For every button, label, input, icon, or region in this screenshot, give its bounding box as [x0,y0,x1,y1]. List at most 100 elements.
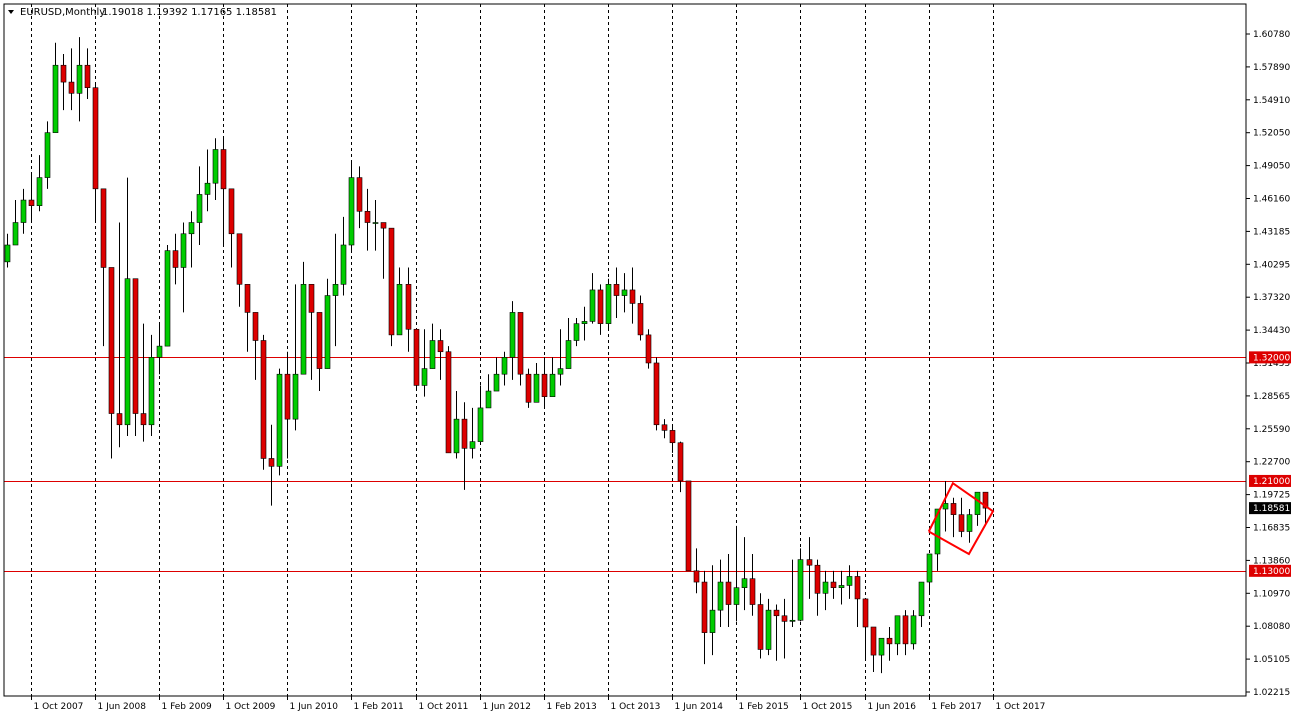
candle-body-29 [236,233,243,285]
level-label-0-bg [1249,351,1291,364]
candle-body-114 [918,581,925,617]
candle-body-86 [693,570,700,583]
candle-body-28 [228,188,235,235]
current-price-label: 1.18581 [1253,504,1290,514]
candle-body-68 [549,373,556,397]
candle-body-40 [324,295,331,369]
candle-body-11 [92,87,99,190]
candle-64 [517,312,524,386]
level-label-2: 1.13000 [1253,567,1290,577]
candle-109 [878,637,885,674]
price-tick-label-1: 1.57890 [1253,63,1290,73]
time-tick-label-5: 1 Feb 2011 [354,702,404,712]
candle-83 [669,424,676,453]
candle-89 [717,559,724,628]
candle-92 [741,537,748,611]
candle-body-76 [613,284,620,296]
time-tick-label-14: 1 Feb 2017 [932,702,982,712]
candle-3 [28,171,35,223]
candle-body-46 [372,222,379,224]
candle-49 [396,267,403,336]
candle-10 [84,48,91,99]
price-tick-label-16: 1.13860 [1253,556,1290,566]
candle-body-37 [300,284,307,375]
time-tick-label-12: 1 Oct 2015 [803,702,853,712]
time-axis: 1 Oct 2007 1 Jun 2008 1 Feb 2009 1 Oct 2009… [31,696,1046,712]
candle-111 [894,615,901,656]
candle-86 [693,548,700,594]
candle-52 [421,329,428,397]
candle-body-8 [68,81,75,94]
candle-body-65 [525,373,532,403]
candle-body-96 [773,609,780,617]
candle-body-118 [950,503,957,515]
chart-header: EURUSD,Monthly 1.19018 1.19392 1.17165 1… [8,7,277,18]
candle-body-51 [413,328,420,386]
candle-62 [501,351,508,386]
candle-78 [629,267,636,324]
candle-body-4 [36,177,43,206]
candle-58 [469,407,476,459]
candle-body-69 [557,368,564,375]
candle-100 [806,537,813,599]
candle-body-30 [244,284,251,313]
time-tick-label-4: 1 Jun 2010 [290,702,339,712]
price-tick-label-10: 1.31455 [1253,359,1290,369]
candle-body-79 [637,303,644,336]
price-tick-label-12: 1.25590 [1253,425,1290,435]
candle-body-115 [926,553,933,583]
candle-26 [212,138,219,201]
candle-103 [830,570,837,599]
candle-14 [116,222,123,448]
candle-body-71 [573,323,580,341]
candle-body-16 [132,278,139,414]
price-tick-label-11: 1.28565 [1253,392,1290,402]
candle-66 [533,362,540,403]
candle-47 [380,222,387,279]
symbol-label: EURUSD,Monthly [20,7,105,18]
candle-70 [565,318,572,369]
candle-4 [36,155,43,212]
candle-body-18 [148,357,155,426]
dropdown-triangle-icon[interactable] [8,10,14,14]
candle-106 [854,570,861,628]
candle-body-36 [292,373,299,420]
candle-body-1 [12,222,19,246]
candle-112 [902,610,909,656]
candle-body-50 [405,284,412,330]
candle-body-62 [501,357,508,375]
candle-91 [733,525,740,622]
candle-body-102 [822,581,829,594]
time-tick-label-15: 1 Oct 2017 [996,702,1046,712]
time-tick-label-7: 1 Jun 2012 [483,702,531,712]
price-tick-label-5: 1.46160 [1253,195,1290,205]
time-tick-label-13: 1 Jun 2016 [868,702,917,712]
candle-18 [148,334,155,437]
candle-74 [597,284,604,335]
candle-97 [781,598,788,659]
price-tick-label-15: 1.16835 [1253,524,1290,534]
candle-90 [725,553,732,628]
candle-body-67 [541,373,548,397]
candle-117 [942,480,949,532]
candle-107 [862,598,869,659]
candle-54 [437,329,444,380]
candle-body-60 [485,390,492,409]
time-tick-label-3: 1 Oct 2009 [226,702,276,712]
candle-80 [645,329,652,369]
candle-body-107 [862,598,869,628]
candle-body-83 [669,430,676,444]
candle-body-7 [60,64,67,83]
candle-76 [613,267,620,319]
candle-body-32 [260,340,267,459]
candle-body-52 [421,368,428,386]
time-tick-label-6: 1 Oct 2011 [419,702,469,712]
time-tick-label-0: 1 Oct 2007 [34,702,84,712]
candle-body-55 [445,351,452,454]
candle-body-95 [765,609,772,650]
candle-body-13 [108,267,115,414]
candle-0 [4,233,11,268]
candles [4,37,989,674]
